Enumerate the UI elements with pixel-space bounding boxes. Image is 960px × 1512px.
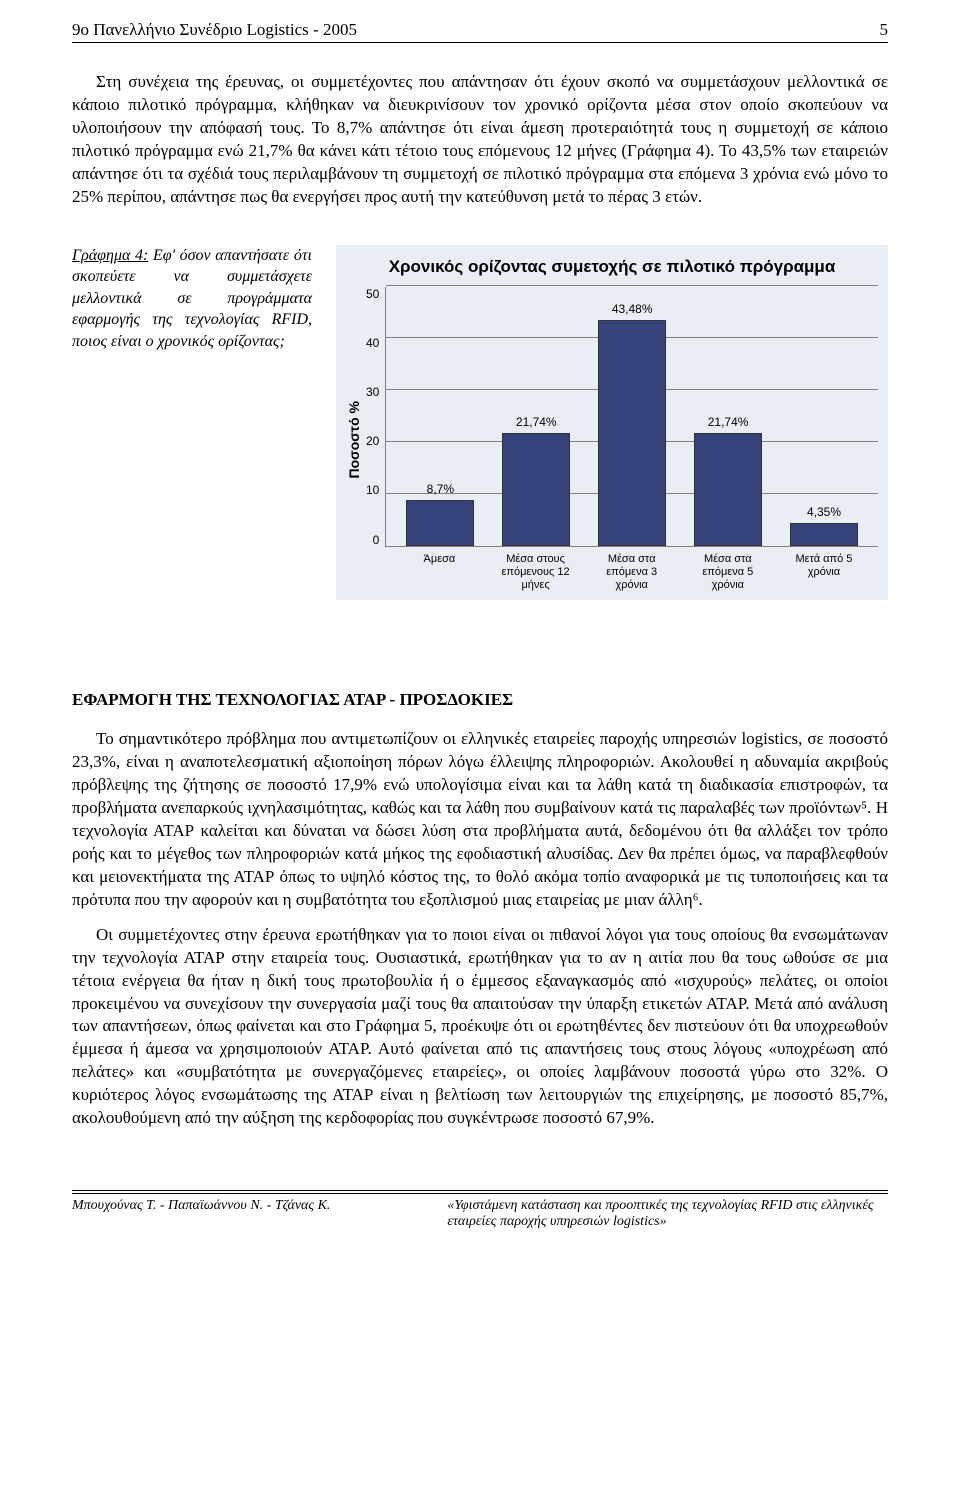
chart-y-axis: 50 40 30 20 10 0 (366, 287, 385, 547)
chart-y-axis-label: Ποσοστό % (346, 401, 362, 479)
section-heading: ΕΦΑΡΜΟΓΗ ΤΗΣ ΤΕΧΝΟΛΟΓΙΑΣ ΑΤΑΡ - ΠΡΟΣΔΟΚΙ… (72, 690, 888, 710)
chart-x-tick: Άμεσα (401, 553, 478, 593)
chart-x-tick: Μετά από 5 χρόνια (785, 553, 862, 593)
chart-plot-area: 8,7%21,74%43,48%21,74%4,35% (385, 287, 878, 547)
paragraph-2: Το σημαντικότερο πρόβλημα που αντιμετωπί… (72, 728, 888, 912)
chart-bar-value-label: 8,7% (402, 482, 479, 500)
chart-bar-slot: 8,7% (402, 500, 479, 545)
footer: Μπουχούνας Τ. - Παπαϊωάννου Ν. - Τζάνας … (72, 1190, 888, 1230)
chart-y-tick: 0 (373, 533, 380, 547)
chart-bar-value-label: 21,74% (690, 415, 767, 433)
chart-bar (598, 320, 666, 546)
paragraph-3: Οι συμμετέχοντες στην έρευνα ερωτήθηκαν … (72, 924, 888, 1130)
running-header: 9ο Πανελλήνιο Συνέδριο Logistics - 2005 … (72, 20, 888, 43)
chart-x-tick: Μέσα στα επόμενα 3 χρόνια (593, 553, 670, 593)
footer-title: «Υφιστάμενη κατάσταση και προοπτικές της… (447, 1198, 888, 1230)
chart-bar (790, 523, 858, 546)
running-header-page-number: 5 (880, 20, 889, 40)
chart-x-axis: Άμεσα Μέσα στους επόμενους 12 μήνες Μέσα σ… (385, 547, 878, 593)
chart-x-tick: Μέσα στα επόμενα 5 χρόνια (689, 553, 766, 593)
chart-bar-value-label: 43,48% (594, 302, 671, 320)
chart-bar-slot: 43,48% (594, 320, 671, 546)
chart-title: Χρονικός ορίζοντας συμετοχής σε πιλοτικό… (346, 257, 878, 277)
chart-bar (406, 500, 474, 545)
footer-authors: Μπουχούνας Τ. - Παπαϊωάννου Ν. - Τζάνας … (72, 1198, 431, 1230)
chart-y-tick: 20 (366, 434, 379, 448)
chart-bar (502, 433, 570, 546)
chart-bar-slot: 21,74% (498, 433, 575, 546)
chart-y-tick: 30 (366, 385, 379, 399)
figure-4-caption: Γράφημα 4: Εφ' όσον απαντήσατε ότι σκοπε… (72, 245, 312, 353)
chart-y-tick: 40 (366, 336, 379, 350)
chart-bar-value-label: 21,74% (498, 415, 575, 433)
chart-bar (694, 433, 762, 546)
figure-4-caption-label: Γράφημα 4: (72, 247, 148, 264)
chart-y-tick: 50 (366, 287, 379, 301)
chart-bar-slot: 21,74% (690, 433, 767, 546)
chart-bar-slot: 4,35% (786, 523, 863, 546)
chart-gridline (386, 285, 878, 286)
chart-y-tick: 10 (366, 483, 379, 497)
chart-container: Χρονικός ορίζοντας συμετοχής σε πιλοτικό… (336, 245, 888, 601)
chart-bar-value-label: 4,35% (786, 505, 863, 523)
paragraph-1: Στη συνέχεια της έρευνας, οι συμμετέχοντ… (72, 71, 888, 209)
chart-x-tick: Μέσα στους επόμενους 12 μήνες (497, 553, 574, 593)
figure-4-row: Γράφημα 4: Εφ' όσον απαντήσατε ότι σκοπε… (72, 245, 888, 601)
running-header-left: 9ο Πανελλήνιο Συνέδριο Logistics - 2005 (72, 20, 357, 40)
